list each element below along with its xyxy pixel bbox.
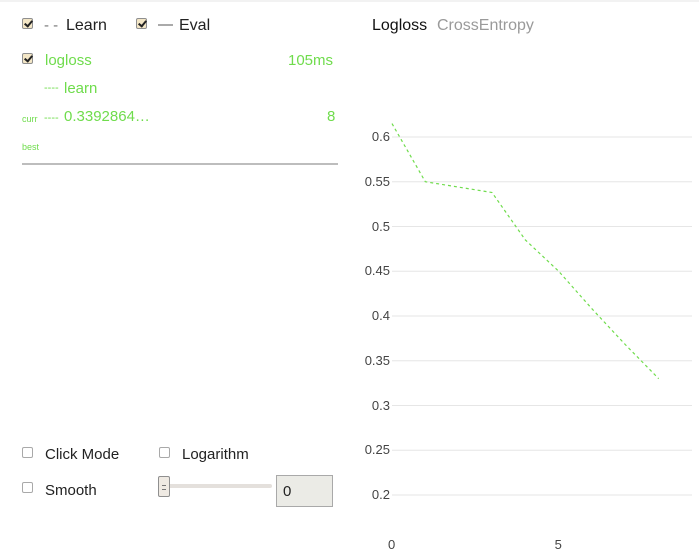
y-tick-label: 0.25: [364, 442, 390, 458]
best-label: best: [22, 142, 40, 152]
metric-divider: [22, 163, 338, 165]
learn-label: Learn: [66, 17, 107, 34]
learn-checkbox[interactable]: [22, 18, 33, 29]
eval-label: Eval: [179, 17, 211, 34]
curr-value: 0.3392864…: [64, 108, 150, 125]
y-tick-label: 0.5: [371, 218, 390, 234]
curr-label: curr: [22, 114, 38, 124]
eval-checkbox[interactable]: [136, 18, 147, 29]
y-tick-label: 0.6: [371, 129, 390, 144]
y-tick-label: 0.45: [364, 263, 390, 279]
click-mode-label: Click Mode: [45, 446, 120, 463]
metric-time: 105ms: [288, 52, 334, 69]
y-tick-label: 0.35: [364, 352, 390, 368]
smooth-checkbox[interactable]: [22, 482, 33, 493]
smooth-label: Smooth: [45, 482, 97, 499]
top-border: [0, 0, 699, 2]
x-tick-label: 5: [554, 537, 562, 552]
smooth-value-input[interactable]: [276, 475, 333, 507]
learn-dash-marker: ----: [44, 82, 59, 94]
eval-line-icon: —: [158, 16, 173, 33]
click-mode-checkbox[interactable]: [22, 447, 33, 458]
logarithm-checkbox[interactable]: [159, 447, 170, 458]
smooth-slider-track[interactable]: [168, 484, 272, 488]
logarithm-label: Logarithm: [182, 446, 249, 463]
curr-dash-marker: ----: [44, 112, 59, 124]
learn-dash-icon: - -: [44, 17, 59, 34]
y-tick-label: 0.3: [371, 397, 390, 413]
tab-crossentropy[interactable]: CrossEntropy: [437, 17, 534, 34]
y-tick-label: 0.4: [371, 308, 390, 323]
y-tick-label: 0.55: [364, 173, 390, 189]
curr-iteration: 8: [327, 108, 336, 125]
metric-learn-label: learn: [64, 80, 98, 97]
learn-series-line: [391, 123, 660, 380]
metric-name: logloss: [45, 52, 92, 69]
y-tick-label: 0.2: [371, 487, 390, 502]
logloss-checkbox[interactable]: [22, 53, 33, 64]
smooth-slider-thumb[interactable]: [158, 476, 170, 497]
x-tick-label: 0: [388, 537, 396, 552]
tab-logloss[interactable]: Logloss: [372, 17, 428, 34]
chart-grid: [392, 136, 692, 496]
